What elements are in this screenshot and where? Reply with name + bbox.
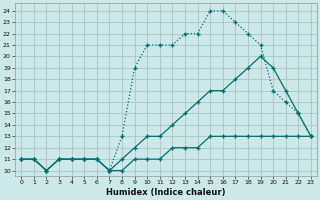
X-axis label: Humidex (Indice chaleur): Humidex (Indice chaleur) (106, 188, 226, 197)
